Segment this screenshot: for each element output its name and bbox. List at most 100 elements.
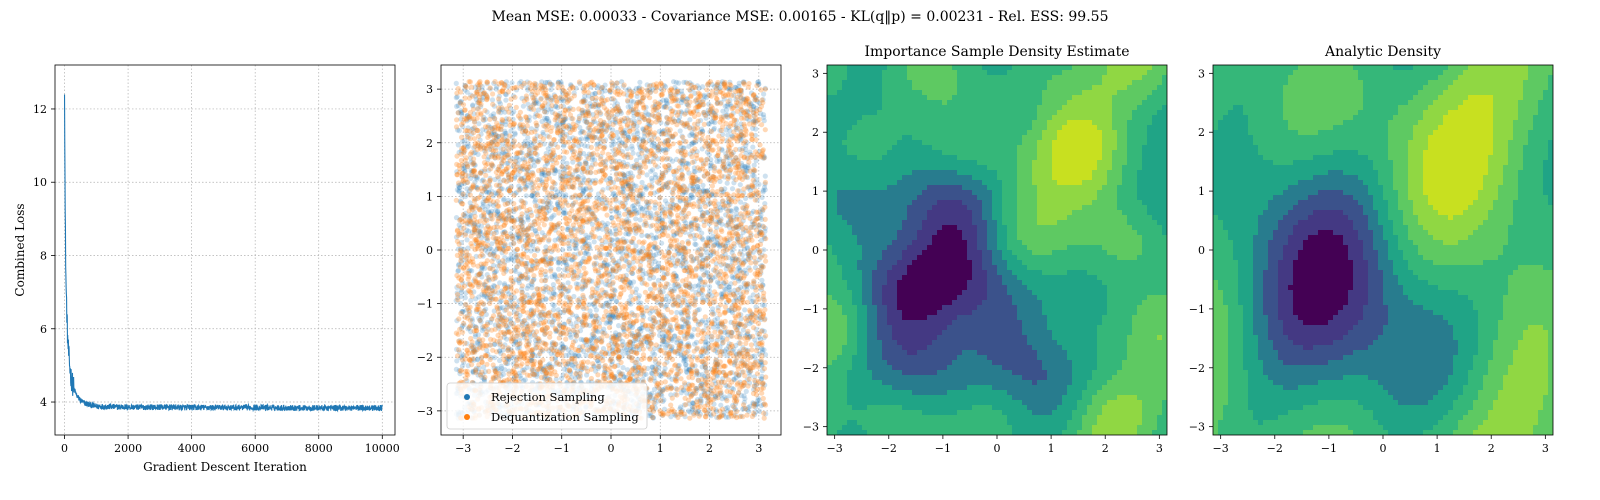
rejection-sample-point <box>542 79 549 86</box>
rejection-sample-point <box>608 230 614 236</box>
rejection-sample-point <box>513 268 519 274</box>
rejection-sample-point <box>498 240 504 246</box>
rejection-sample-point <box>718 379 725 386</box>
dequantization-sample-point <box>460 191 466 197</box>
rejection-sample-point <box>747 187 754 194</box>
x-tick-label: 6000 <box>241 442 269 455</box>
rejection-sample-point <box>589 331 595 337</box>
rejection-sample-point <box>708 333 715 339</box>
rejection-sample-point <box>636 226 642 232</box>
rejection-sample-point <box>626 86 632 92</box>
rejection-sample-point <box>464 227 470 233</box>
dequantization-sample-point <box>575 297 581 303</box>
rejection-sample-point <box>655 247 661 253</box>
rejection-sample-point <box>548 215 554 222</box>
rejection-sample-point <box>456 188 462 194</box>
rejection-sample-point <box>742 170 748 176</box>
rejection-sample-point <box>725 384 731 390</box>
rejection-sample-point <box>683 220 689 226</box>
rejection-sample-point <box>579 203 586 209</box>
rejection-sample-point <box>578 237 584 243</box>
dequantization-sample-point <box>482 374 488 380</box>
rejection-sample-point <box>520 126 527 133</box>
rejection-sample-point <box>762 173 768 179</box>
dequantization-sample-point <box>567 284 573 290</box>
rejection-sample-point <box>540 205 546 211</box>
rejection-sample-point <box>497 339 503 345</box>
rejection-sample-point <box>472 348 478 354</box>
dequantization-sample-point <box>675 293 681 299</box>
rejection-sample-point <box>466 214 472 220</box>
rejection-sample-point <box>738 137 744 143</box>
rejection-sample-point <box>640 310 646 316</box>
rejection-sample-point <box>537 359 543 365</box>
rejection-sample-point <box>561 98 567 104</box>
rejection-sample-point <box>661 82 667 89</box>
rejection-sample-point <box>642 184 648 190</box>
rejection-sample-point <box>658 300 664 307</box>
rejection-sample-point <box>545 146 551 152</box>
rejection-sample-point <box>698 276 704 282</box>
rejection-sample-point <box>573 332 580 339</box>
rejection-sample-point <box>585 206 591 212</box>
rejection-sample-point <box>595 282 601 288</box>
dequantization-sample-point <box>529 212 535 218</box>
rejection-sample-point <box>741 393 747 399</box>
rejection-sample-point <box>689 185 696 192</box>
rejection-sample-point <box>560 209 567 215</box>
rejection-sample-point <box>760 189 766 195</box>
rejection-sample-point <box>528 357 534 364</box>
rejection-sample-point <box>752 265 759 271</box>
rejection-sample-point <box>530 263 536 269</box>
rejection-sample-point <box>663 98 670 104</box>
rejection-sample-point <box>509 255 515 261</box>
rejection-sample-point <box>680 96 686 102</box>
rejection-sample-point <box>525 341 532 347</box>
rejection-sample-point <box>631 333 638 339</box>
rejection-sample-point <box>517 235 523 241</box>
rejection-sample-point <box>562 116 568 122</box>
dequantization-sample-point <box>755 215 761 221</box>
rejection-sample-point <box>640 376 646 382</box>
rejection-sample-point <box>707 288 713 294</box>
rejection-sample-point <box>474 357 480 363</box>
dequantization-sample-point <box>507 158 513 164</box>
rejection-sample-point <box>733 401 739 407</box>
rejection-sample-point <box>656 195 663 201</box>
rejection-sample-point <box>714 158 720 164</box>
rejection-sample-point <box>654 391 660 397</box>
dequantization-sample-point <box>646 205 652 211</box>
rejection-sample-point <box>717 218 723 224</box>
rejection-sample-point <box>560 329 566 335</box>
rejection-sample-point <box>616 105 622 111</box>
rejection-sample-point <box>670 116 676 122</box>
rejection-sample-point <box>590 301 596 307</box>
rejection-sample-point <box>593 307 600 313</box>
x-tick-label: 2000 <box>114 442 142 455</box>
rejection-sample-point <box>733 270 739 276</box>
rejection-sample-point <box>610 349 616 355</box>
rejection-sample-point <box>731 346 737 352</box>
rejection-sample-point <box>580 107 586 113</box>
rejection-sample-point <box>616 158 623 165</box>
rejection-sample-point <box>723 243 729 249</box>
rejection-sample-point <box>723 346 730 352</box>
dequantization-sample-point <box>557 154 563 160</box>
rejection-sample-point <box>525 101 531 107</box>
rejection-sample-point <box>626 298 632 304</box>
rejection-sample-point <box>467 309 473 315</box>
rejection-sample-point <box>539 170 546 176</box>
rejection-sample-point <box>568 334 574 340</box>
rejection-sample-point <box>597 235 603 241</box>
rejection-sample-point <box>726 307 732 314</box>
rejection-sample-point <box>756 249 763 255</box>
rejection-sample-point <box>555 236 561 242</box>
rejection-sample-point <box>655 144 661 150</box>
rejection-sample-point <box>758 212 764 218</box>
rejection-sample-point <box>549 214 555 220</box>
rejection-sample-point <box>579 258 586 264</box>
rejection-sample-point <box>738 291 744 297</box>
rejection-sample-point <box>758 403 765 409</box>
rejection-sample-point <box>707 163 713 169</box>
rejection-sample-point <box>596 336 603 342</box>
